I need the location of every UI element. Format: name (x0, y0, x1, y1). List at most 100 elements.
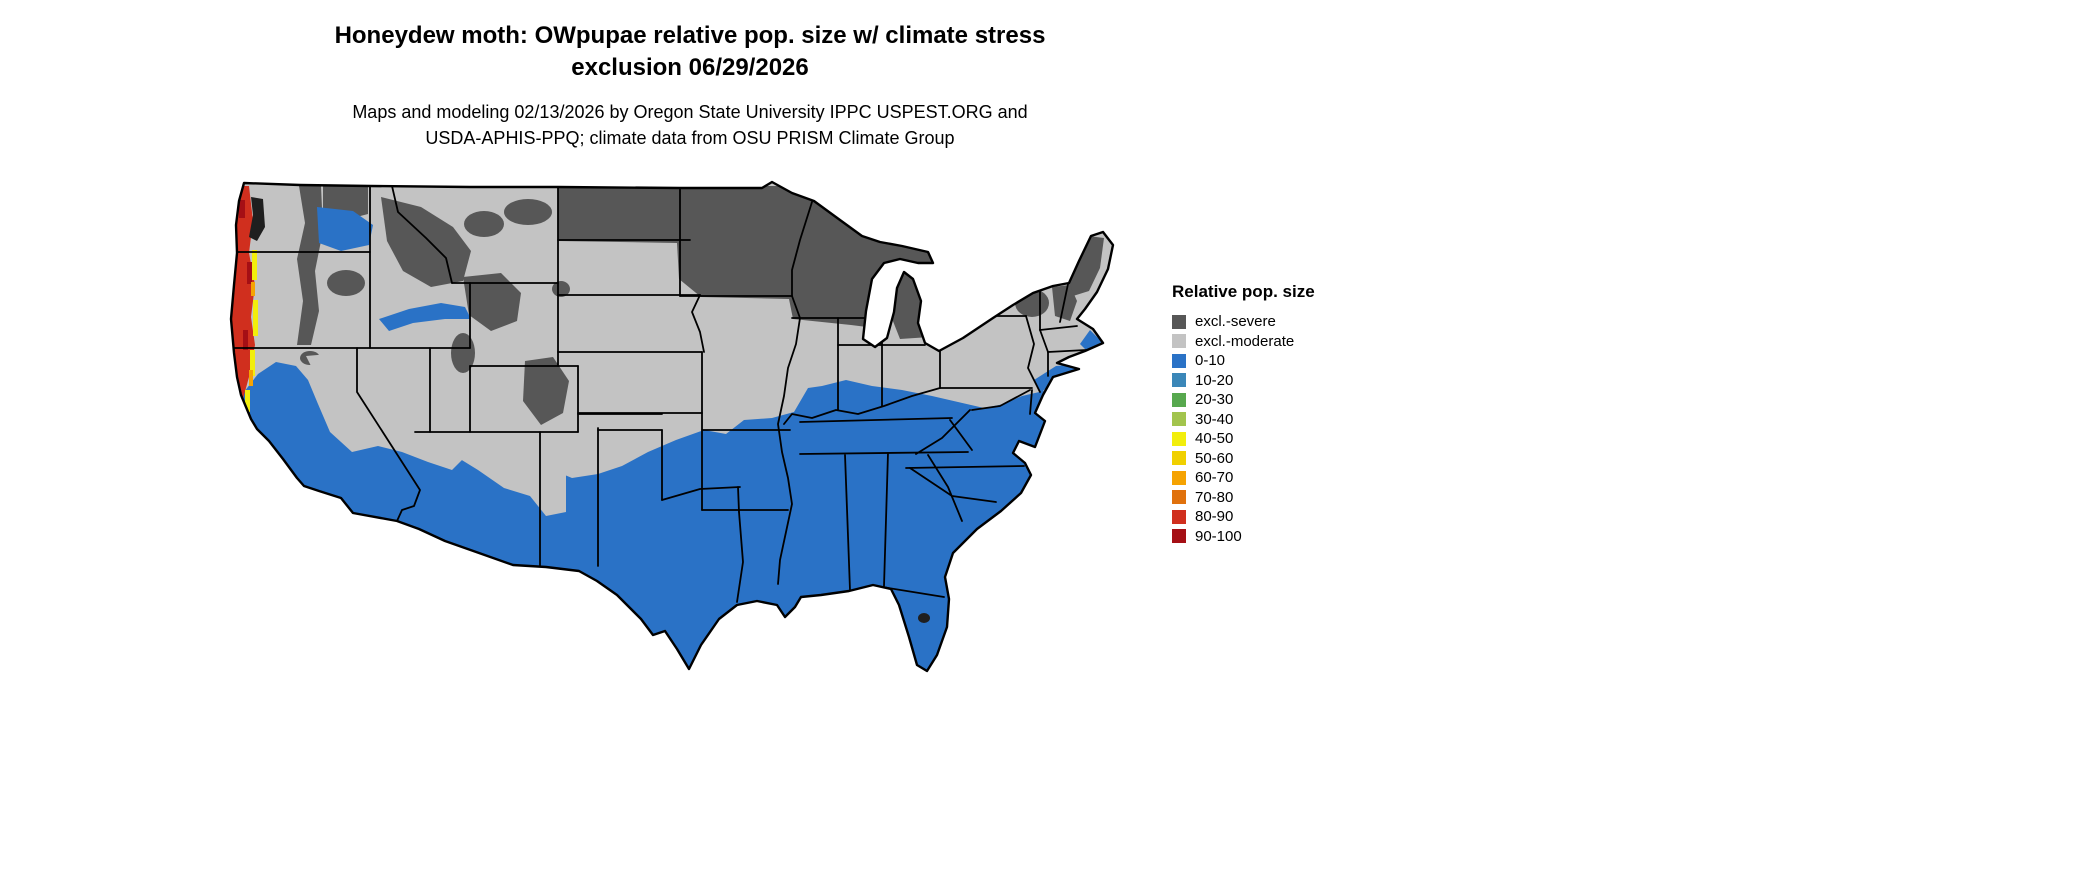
state-border-line (905, 465, 1025, 469)
map-patch (253, 300, 258, 336)
map-patch (379, 303, 471, 331)
legend-item-excl.-moderate: excl.-moderate (1172, 332, 1392, 352)
legend-item-40-50: 40-50 (1172, 429, 1392, 449)
map-patch-90-100 (239, 200, 252, 350)
legend-swatch (1172, 392, 1186, 407)
legend-label: 30-40 (1195, 410, 1234, 428)
legend-label: 20-30 (1195, 391, 1234, 409)
figure-subtitle: Maps and modeling 02/13/2026 by Oregon S… (0, 99, 1380, 151)
legend-item-excl.-severe: excl.-severe (1172, 312, 1392, 332)
map-patch (239, 200, 245, 218)
us-outline (229, 180, 1115, 673)
state-border-line (915, 409, 971, 455)
state-border-line (927, 454, 963, 522)
map-patch (463, 273, 521, 331)
subtitle-line2: USDA-APHIS-PPQ; climate data from OSU PR… (425, 128, 955, 149)
state-border-line (949, 419, 973, 451)
legend-label: 60-70 (1195, 469, 1234, 487)
legend-swatch (1172, 529, 1186, 544)
state-border-line (883, 452, 889, 587)
legend-title: Relative pop. size (1172, 282, 1315, 301)
legend-swatch (1172, 373, 1186, 388)
map-patch (327, 270, 365, 296)
page-title-line2: exclusion 06/29/2026 (571, 53, 809, 81)
map-patch (247, 262, 252, 284)
map-patch (451, 333, 475, 373)
legend-item-10-20: 10-20 (1172, 371, 1392, 391)
legend-item-0-10: 0-10 (1172, 351, 1392, 371)
map-patch (381, 197, 471, 287)
state-border-line (736, 511, 744, 603)
state-border-line (1039, 329, 1049, 353)
lake-okeechobee (918, 613, 930, 623)
legend-item-90-100: 90-100 (1172, 527, 1392, 547)
legend-swatch (1172, 431, 1186, 446)
legend-item-50-60: 50-60 (1172, 449, 1392, 469)
state-border-line (791, 201, 813, 297)
legend-label: 10-20 (1195, 371, 1234, 389)
state-border-line (777, 295, 801, 585)
map-patch (523, 357, 569, 425)
legend-label: 70-80 (1195, 488, 1234, 506)
subtitle-line1: Maps and modeling 02/13/2026 by Oregon S… (352, 102, 1028, 123)
state-border-line (799, 417, 953, 423)
legend-item-80-90: 80-90 (1172, 507, 1392, 527)
map-patch-60-70 (249, 282, 255, 386)
legend-label: 90-100 (1195, 527, 1242, 545)
map-patch (247, 420, 251, 434)
state-border-line (1025, 315, 1041, 393)
state-border-line (691, 294, 705, 353)
state-border-line (661, 486, 741, 501)
page-title-line1: Honeydew moth: OWpupae relative pop. siz… (334, 22, 1046, 49)
map-patch (306, 352, 376, 432)
state-border-line (1047, 349, 1087, 353)
legend-swatch (1172, 412, 1186, 427)
state-border-line (737, 486, 740, 513)
map-patch (251, 282, 255, 296)
legend-swatch (1172, 490, 1186, 505)
legend-swatch (1172, 451, 1186, 466)
map-patch (243, 330, 248, 350)
state-border-line (844, 454, 851, 591)
legend-swatch (1172, 334, 1186, 349)
map-patch (245, 390, 250, 412)
legend-label: excl.-severe (1195, 313, 1276, 331)
legend-swatch (1172, 353, 1186, 368)
state-border-line (783, 387, 941, 425)
map-patch (297, 186, 323, 345)
legend: Relative pop. size excl.-severe excl.-mod… (1172, 282, 1392, 546)
legend-swatch (1172, 509, 1186, 524)
map-patch (436, 428, 566, 516)
map-patch (317, 207, 373, 251)
map-patch (249, 370, 253, 386)
map-patch (464, 211, 504, 237)
legend-label: 0-10 (1195, 352, 1226, 370)
legend-item-20-30: 20-30 (1172, 390, 1392, 410)
legend-item-30-40: 30-40 (1172, 410, 1392, 430)
figure-header: Honeydew moth: OWpupae relative pop. siz… (0, 20, 1380, 152)
state-border-line (356, 347, 421, 522)
state-border-line (391, 185, 453, 284)
state-border-line (1059, 283, 1069, 323)
map-patch (1080, 330, 1102, 350)
us-map (210, 160, 1160, 700)
legend-items: excl.-severe excl.-moderate 0-10 10-20 20-30… (1172, 312, 1392, 546)
page-title: Honeydew moth: OWpupae relative pop. siz… (0, 20, 1380, 83)
state-border-line (1039, 325, 1078, 331)
map-patch (252, 250, 257, 280)
state-border-line (799, 451, 969, 455)
florida-keys (898, 680, 908, 684)
legend-label: 50-60 (1195, 449, 1234, 467)
legend-label: 80-90 (1195, 508, 1234, 526)
map-patch (552, 281, 570, 297)
florida-keys (914, 684, 922, 688)
map-region-excl-moderate-patches (306, 352, 566, 516)
legend-swatch (1172, 470, 1186, 485)
puget-sound-water (249, 197, 265, 241)
state-border-line (1029, 389, 1033, 415)
map-patch (504, 199, 552, 225)
legend-swatch (1172, 314, 1186, 329)
us-map-svg (229, 180, 1115, 688)
legend-item-60-70: 60-70 (1172, 468, 1392, 488)
legend-label: excl.-moderate (1195, 332, 1295, 350)
